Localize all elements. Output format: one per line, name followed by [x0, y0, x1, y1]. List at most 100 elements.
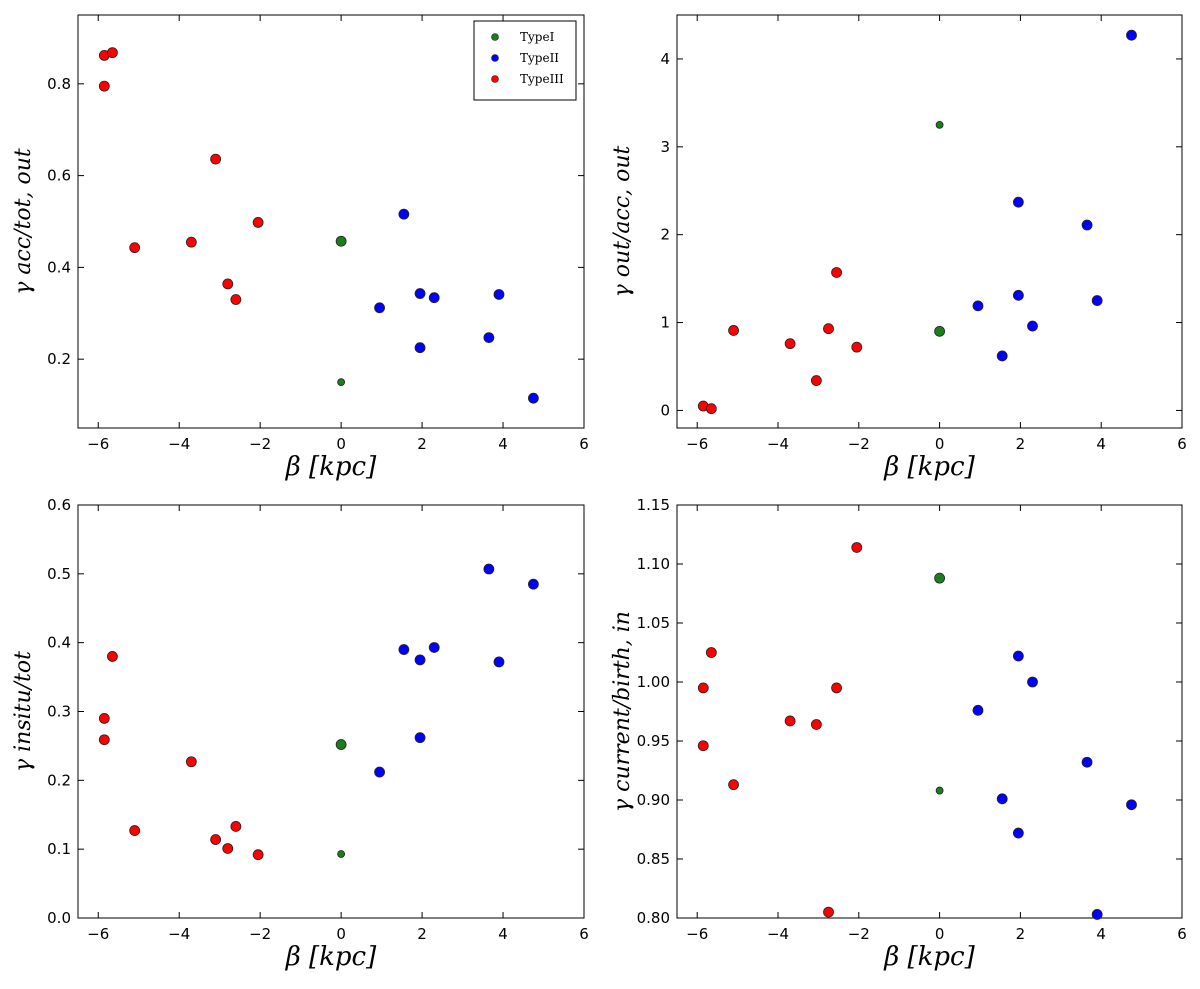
y-tick-label: 0.85 [637, 850, 670, 868]
x-tick-label: 2 [1016, 435, 1026, 453]
legend-label: TypeI [520, 30, 555, 44]
series-typeii [374, 563, 539, 778]
data-point-typeii [374, 766, 385, 778]
x-tick-label: −6 [686, 925, 708, 943]
y-tick-label: 0.3 [47, 703, 71, 721]
data-point-typeiii [728, 779, 739, 791]
series-typeiii [98, 47, 264, 305]
x-tick-label: 0 [935, 925, 945, 943]
legend-label: TypeII [520, 51, 559, 65]
data-point-typeii [1027, 676, 1038, 688]
y-tick-label: 0.0 [47, 909, 71, 927]
y-axis-label: γ out/acc, out [610, 145, 635, 297]
x-tick-label: 4 [498, 925, 508, 943]
y-tick-label: 0.6 [47, 167, 71, 185]
x-tick-label: 4 [1096, 925, 1106, 943]
data-point-typeiii [210, 834, 222, 845]
y-tick-label: 0.2 [47, 350, 71, 368]
data-point-typeiii [810, 719, 822, 730]
legend-marker [491, 33, 499, 41]
series-typeiii [98, 651, 264, 861]
series-typei [934, 120, 945, 337]
legend-marker [491, 54, 499, 62]
x-tick-label: −6 [87, 435, 109, 453]
y-axis-label: γ current/birth, in [610, 611, 635, 812]
y-tick-label: 1.05 [637, 614, 670, 632]
y-tick-label: 0.8 [47, 75, 71, 93]
data-point-typei [337, 850, 346, 858]
y-tick-label: 0.90 [637, 791, 670, 809]
x-tick-label: 4 [498, 435, 508, 453]
y-axis-label: γ insitu/tot [11, 651, 36, 772]
data-point-typeii [1012, 196, 1024, 208]
x-axis-label: β [kpc] [285, 452, 377, 482]
data-point-typeiii [185, 756, 197, 768]
x-tick-label: 0 [336, 925, 346, 943]
x-tick-label: −2 [249, 925, 271, 943]
legend-marker [491, 75, 499, 83]
series-typeii [972, 29, 1137, 362]
series-typeii [972, 650, 1137, 920]
y-tick-label: 4 [660, 50, 670, 68]
data-point-typeii [996, 793, 1008, 805]
x-tick-label: 0 [935, 435, 945, 453]
data-point-typeiii [222, 843, 234, 854]
chart-panel-2: −6 −4 −2 0 2 4 6 0 1 2 3 4 β [kpc] γ out/acc, out [610, 14, 1187, 482]
series-typei [335, 235, 347, 387]
x-tick-label: 6 [579, 925, 589, 943]
data-point-typeii [972, 704, 984, 716]
x-tick-label: 6 [1177, 435, 1187, 453]
data-point-typeii [428, 642, 440, 653]
data-point-typeiii [107, 651, 118, 662]
plot-frame [676, 14, 1183, 429]
x-tick-label: 0 [336, 435, 346, 453]
data-point-typeiii [98, 734, 110, 746]
data-point-typeii [374, 302, 385, 314]
data-point-typeiii [230, 294, 242, 305]
y-axis-label: γ acc/tot, out [11, 148, 36, 295]
data-point-typeii [1081, 219, 1093, 231]
series-typeiii [697, 267, 863, 415]
data-point-typeii [1091, 295, 1103, 306]
data-point-typeii [1081, 756, 1093, 768]
series-typei [335, 739, 347, 858]
data-point-typeiii [705, 403, 717, 415]
data-point-typeii [414, 342, 426, 354]
y-tick-label: 0.4 [47, 258, 71, 276]
data-point-typeiii [831, 267, 842, 278]
x-tick-label: −6 [87, 925, 109, 943]
data-point-typeii [493, 656, 505, 668]
x-tick-label: −6 [686, 435, 708, 453]
data-point-typeii [414, 654, 426, 666]
data-point-typeii [528, 578, 539, 590]
data-point-typei [337, 378, 346, 387]
x-tick-label: 4 [1096, 435, 1106, 453]
data-point-typeiii [810, 375, 822, 386]
x-axis-label: β [kpc] [883, 942, 975, 972]
data-point-typeii [414, 732, 426, 744]
y-tick-label: 0.6 [47, 496, 71, 514]
y-tick-label: 0.5 [47, 565, 71, 583]
chart-panel-3: −6 −4 −2 0 2 4 6 0.0 0.1 0.2 0.3 0.4 0.5 0.6 β [kpc] γ … [11, 496, 589, 972]
chart-panel-1: −6 −4 −2 0 2 4 6 0.2 0.4 0.6 0.8 β [kpc] γ acc/tot, … [11, 14, 589, 482]
data-point-typeii [428, 292, 440, 304]
data-point-typeiii [252, 217, 264, 228]
x-tick-label: 2 [417, 925, 427, 943]
data-point-typeii [493, 289, 505, 300]
data-point-typeii [483, 332, 495, 343]
data-point-typeiii [210, 153, 222, 165]
x-tick-label: −4 [168, 925, 190, 943]
chart-panel-4: −6 −4 −2 0 2 4 6 0.80 0.85 0.90 0.95 1.00 1.05 1.10 1.… [610, 496, 1187, 972]
data-point-typei [934, 325, 945, 337]
data-point-typeiii [222, 278, 234, 290]
legend-label: TypeIII [520, 72, 564, 86]
data-point-typeiii [784, 715, 796, 727]
data-point-typeii [1126, 799, 1137, 811]
plot-frame [676, 504, 1183, 919]
x-tick-label: −2 [848, 435, 870, 453]
data-point-typeiii [185, 236, 197, 248]
x-axis-label: β [kpc] [285, 942, 377, 972]
data-point-typeii [414, 288, 426, 299]
data-point-typeii [1012, 650, 1024, 662]
